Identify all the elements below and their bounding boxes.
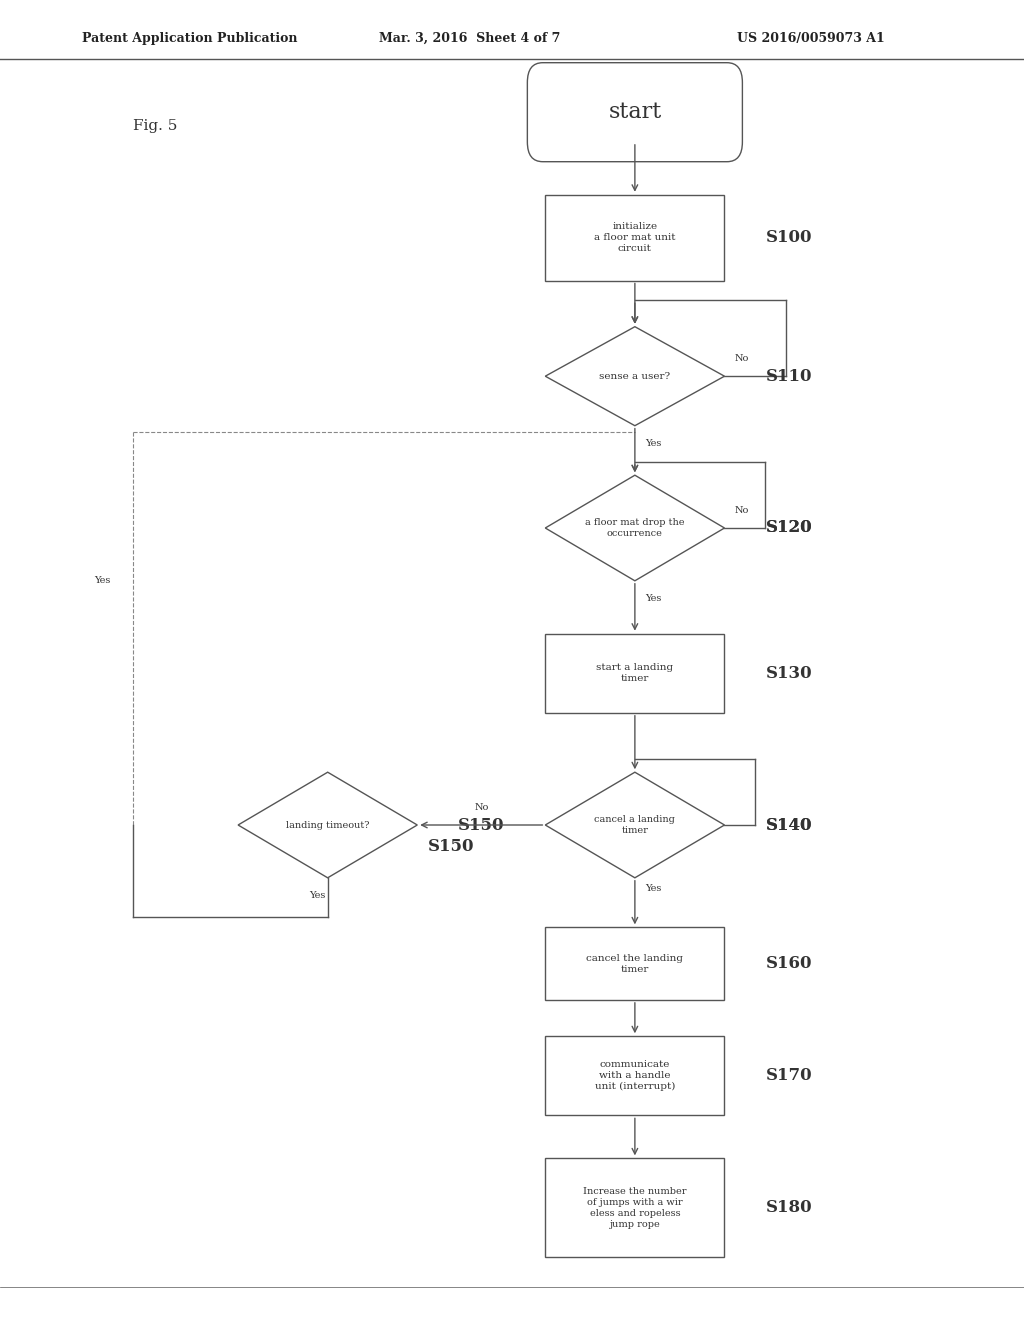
Text: landing timeout?: landing timeout? <box>286 821 370 829</box>
Text: Yes: Yes <box>645 438 662 447</box>
Text: S130: S130 <box>766 665 812 681</box>
FancyBboxPatch shape <box>527 62 742 161</box>
Text: S140: S140 <box>766 817 812 833</box>
Text: No: No <box>735 354 750 363</box>
Text: start a landing
timer: start a landing timer <box>596 663 674 684</box>
Text: Yes: Yes <box>94 577 111 585</box>
Text: S160: S160 <box>766 956 812 972</box>
Bar <box>545 194 725 281</box>
Text: S100: S100 <box>766 230 812 246</box>
Text: No: No <box>474 803 488 812</box>
Text: cancel a landing
timer: cancel a landing timer <box>595 816 675 834</box>
Text: Mar. 3, 2016  Sheet 4 of 7: Mar. 3, 2016 Sheet 4 of 7 <box>379 32 560 45</box>
Text: Yes: Yes <box>645 594 662 603</box>
Polygon shape <box>545 475 725 581</box>
Text: S120: S120 <box>766 520 812 536</box>
Text: Increase the number
of jumps with a wir
eless and ropeless
jump rope: Increase the number of jumps with a wir … <box>583 1187 687 1229</box>
Text: initialize
a floor mat unit
circuit: initialize a floor mat unit circuit <box>594 222 676 253</box>
Text: S170: S170 <box>766 1068 812 1084</box>
Text: sense a user?: sense a user? <box>599 372 671 380</box>
Text: S150: S150 <box>458 817 505 833</box>
Text: communicate
with a handle
unit (interrupt): communicate with a handle unit (interrup… <box>595 1060 675 1092</box>
Text: Yes: Yes <box>645 884 662 894</box>
Text: Yes: Yes <box>309 891 326 900</box>
Text: a floor mat drop the
occurrence: a floor mat drop the occurrence <box>585 519 685 537</box>
Bar <box>545 1159 725 1257</box>
Text: Fig. 5: Fig. 5 <box>133 119 177 133</box>
Polygon shape <box>238 772 418 878</box>
Text: S180: S180 <box>766 1200 812 1216</box>
Text: S110: S110 <box>766 368 812 384</box>
Bar <box>545 1036 725 1115</box>
Bar <box>545 927 725 1001</box>
Text: S120: S120 <box>766 520 812 536</box>
Polygon shape <box>545 327 725 425</box>
Text: S140: S140 <box>766 817 812 833</box>
Text: Patent Application Publication: Patent Application Publication <box>82 32 297 45</box>
Text: cancel the landing
timer: cancel the landing timer <box>587 953 683 974</box>
Text: No: No <box>735 506 750 515</box>
Polygon shape <box>545 772 725 878</box>
Text: start: start <box>608 102 662 123</box>
Bar <box>545 634 725 713</box>
Text: US 2016/0059073 A1: US 2016/0059073 A1 <box>737 32 885 45</box>
Text: S150: S150 <box>428 838 474 855</box>
